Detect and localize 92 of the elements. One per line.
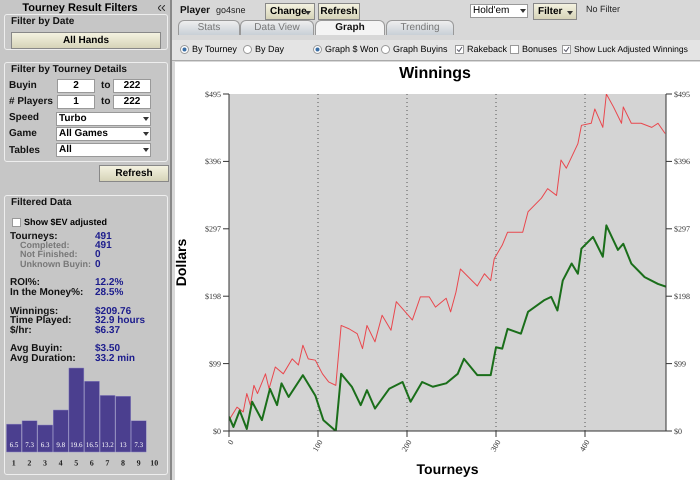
text: 0 [95,259,101,270]
text: Player [180,5,210,16]
button: Refresh [99,165,169,182]
text: Filter by Tourney Details [10,64,127,75]
text: Show Luck Adjusted Winnings [573,43,688,55]
y2-tick-label: $396 [674,157,690,166]
dropdown-field: All Games [56,127,151,141]
dropdown-field: Hold'em [470,4,528,18]
text: $/hr: [10,325,32,336]
tab: Graph [315,20,385,35]
text: $3.50 [95,343,120,354]
text: By Tourney [191,43,237,55]
x-tick-label: 8 [121,458,125,468]
text: 33.2 min [95,353,136,364]
text: By Day [254,43,284,55]
button: All Hands [11,32,161,49]
y-tick-label: $297 [205,224,221,234]
text: to [101,80,110,91]
x-tick-label: 3 [43,458,47,468]
text: 12.2% [95,277,124,288]
y-tick-label: $99 [209,359,221,368]
x-tick-label: 9 [136,458,141,468]
text: Completed: [20,240,70,250]
text: 28.5% [95,287,124,298]
line-series [229,94,666,421]
text: Unknown Buyin: [20,259,91,269]
text: go4sne [216,5,246,15]
text: Speed [9,112,40,123]
x-axis-title: Tourneys [416,461,479,477]
text: Filtered Data [10,197,72,208]
text: ROI%: [10,277,40,288]
text: Game [9,128,37,139]
text: 32.9 hours [95,315,146,326]
x-tick-label: 1 [12,458,16,468]
text: Avg Buyin: [10,343,62,354]
y-tick-label: $495 [205,90,221,99]
y2-tick-label: $297 [674,224,690,234]
text-field: 1 [57,95,95,109]
text: Rakeback [466,43,508,55]
button: Refresh [318,3,360,20]
text: Filter by Date [10,16,74,27]
y-tick-label: $396 [205,157,221,166]
text: 491 [95,240,112,251]
dropdown-field: All [56,143,151,157]
text: Tables [9,145,40,156]
y-tick-label: $198 [205,292,221,302]
text: Avg Duration: [10,353,76,364]
x-tick-label: 5 [74,458,78,468]
text: to [101,96,110,107]
y-tick-label: $0 [213,426,221,436]
x-tick-label: 0 [226,438,236,446]
text-field: 222 [113,79,151,93]
x-tick-label: 10 [150,458,158,468]
text: Buyin [9,80,37,91]
y2-tick-label: $198 [674,292,690,302]
tab: Trending [386,20,454,35]
text-field: 2 [57,79,95,93]
tab: Data View [240,20,314,35]
text: Tourneys: [10,231,58,242]
y2-tick-label: $99 [674,359,686,368]
chart-title: Winnings [398,65,472,83]
text: Bonuses [521,43,558,55]
text-field: 222 [113,95,151,109]
y-axis-title: Dollars [172,238,189,286]
text: Tourney Result Filters [21,1,139,15]
text: Time Played: [10,315,72,326]
x-tick-label: 4 [58,458,63,468]
x-tick-label: 300 [488,438,503,454]
text: 0 [95,249,101,260]
x-tick-label: 7 [105,458,110,468]
tab: Stats [178,20,240,35]
x-tick-label: 200 [400,438,414,454]
text: $209.76 [95,306,132,317]
text: Winnings: [10,306,58,317]
text: # Players [9,96,53,107]
x-tick-label: 100 [310,438,325,454]
y2-tick-label: $0 [674,426,682,436]
x-tick-label: 2 [27,458,32,468]
dropdown-field: Turbo [56,112,151,126]
x-tick-label: 6 [90,458,94,468]
text: In the Money%: [10,287,84,298]
text: 491 [95,231,112,242]
text: Graph $ Won [324,43,378,55]
text: $6.37 [95,325,120,336]
x-tick-label: 400 [578,438,592,454]
text: No Filter [586,4,620,14]
text: Graph Buyins [392,43,448,55]
text: Not Finished: [20,249,78,259]
text: Show $EV adjusted [23,216,108,228]
button: Change [265,3,315,20]
button: Filter [533,3,577,20]
y2-tick-label: $495 [674,90,690,99]
